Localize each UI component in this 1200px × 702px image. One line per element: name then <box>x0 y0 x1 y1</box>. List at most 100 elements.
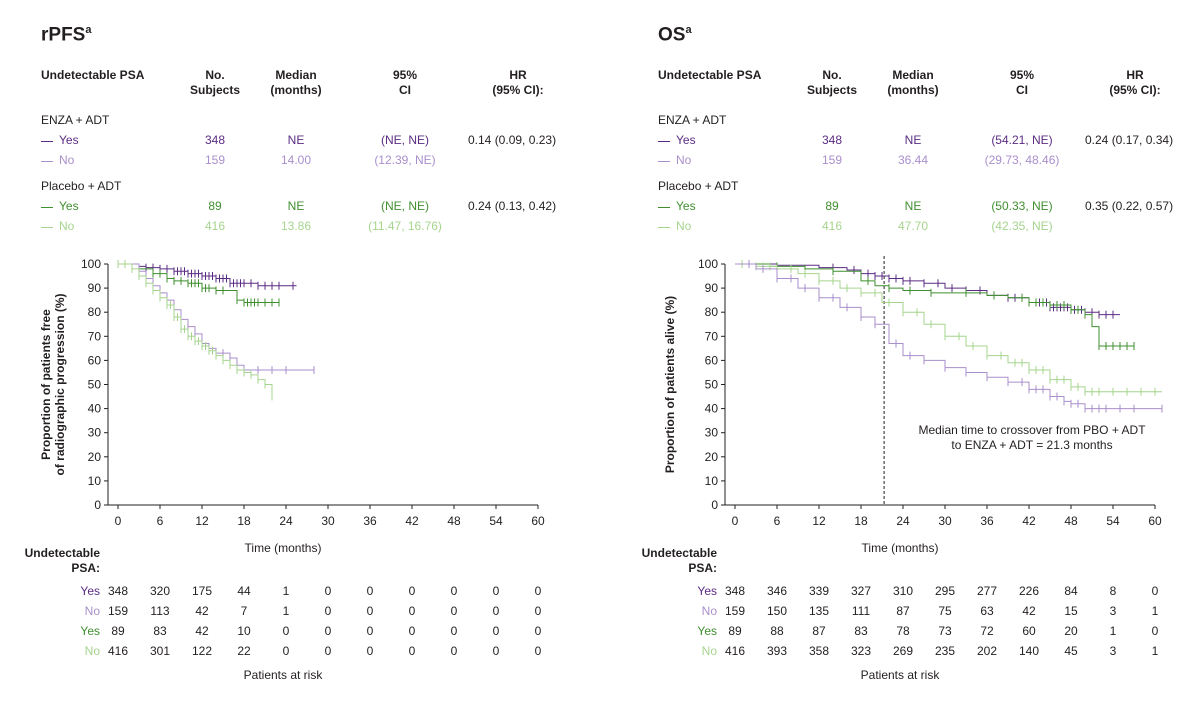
risk-value: 416 <box>724 644 746 658</box>
x-tick-label: 24 <box>896 514 910 528</box>
risk-value: 42 <box>195 604 209 618</box>
risk-value: 89 <box>728 624 742 638</box>
row-name: Yes <box>59 133 79 147</box>
risk-value: 45 <box>1064 644 1078 658</box>
panel-title-text: rPFS <box>41 24 86 46</box>
os-panel: OSa Undetectable PSA No. Subjects Median (mon… <box>617 0 1200 702</box>
risk-value: 348 <box>724 584 746 598</box>
risk-value: 277 <box>976 584 998 598</box>
crossover-annotation: Median time to crossover from PBO + ADT … <box>918 423 1146 452</box>
y-tick-label: 50 <box>88 378 102 392</box>
panel-title-superscript: a <box>685 24 692 36</box>
risk-row-name: Yes <box>80 624 100 638</box>
y-tick-label: 0 <box>711 498 718 512</box>
risk-value: 42 <box>1022 604 1036 618</box>
x-tick-label: 54 <box>1106 514 1120 528</box>
risk-value: 0 <box>492 604 500 618</box>
row-ci: (54.21, NE) <box>991 133 1053 147</box>
legend-line-swatch <box>41 141 53 142</box>
risk-value: 122 <box>191 644 213 658</box>
risk-value: 0 <box>408 644 416 658</box>
header-hr: HR (95% CI): <box>468 68 568 98</box>
rpfs-title: rPFSa <box>41 24 91 46</box>
risk-value: 10 <box>237 624 251 638</box>
risk-value: 159 <box>724 604 746 618</box>
risk-value: 159 <box>107 604 129 618</box>
y-tick-label: 80 <box>705 305 719 319</box>
y-tick-label: 40 <box>88 402 102 416</box>
risk-value: 0 <box>450 584 458 598</box>
y-axis-label: Proportion of patients freeof radiograph… <box>39 293 67 475</box>
legend-line-swatch <box>658 207 670 208</box>
risk-value: 0 <box>282 624 290 638</box>
y-tick-label: 70 <box>88 329 102 343</box>
risk-value: 310 <box>892 584 914 598</box>
risk-value: 20 <box>1064 624 1078 638</box>
y-tick-label: 10 <box>88 474 102 488</box>
x-tick-label: 60 <box>1148 514 1162 528</box>
x-tick-label: 12 <box>195 514 209 528</box>
risk-row-name: Yes <box>697 624 717 638</box>
risk-row-name: No <box>84 604 100 618</box>
header-line: Median <box>275 68 317 82</box>
row-hr: 0.35 (0.22, 0.57) <box>1085 199 1174 213</box>
risk-row-name: No <box>84 644 100 658</box>
y-tick-label: 0 <box>94 498 101 512</box>
risk-value: 0 <box>492 624 500 638</box>
risk-value: 0 <box>450 624 458 638</box>
risk-value: 0 <box>282 644 290 658</box>
row-hr: 0.24 (0.13, 0.42) <box>468 199 557 213</box>
risk-value: 87 <box>896 604 910 618</box>
risk-value: 73 <box>938 624 952 638</box>
risk-value: 83 <box>854 624 868 638</box>
row-median: NE <box>287 199 305 213</box>
risk-value: 1 <box>282 604 290 618</box>
y-tick-label: 50 <box>705 378 719 392</box>
y-tick-label: 20 <box>705 450 719 464</box>
header-ci: 95% CI <box>972 68 1072 98</box>
risk-value: 135 <box>808 604 830 618</box>
panel-title-text: OS <box>658 24 686 46</box>
legend-line-swatch <box>41 161 53 162</box>
risk-value: 0 <box>450 604 458 618</box>
risk-value: 150 <box>766 604 788 618</box>
x-tick-label: 18 <box>237 514 251 528</box>
legend-line-swatch <box>41 207 53 208</box>
y-tick-label: 40 <box>705 402 719 416</box>
y-axis-label: Proportion of patients alive (%) <box>663 296 677 473</box>
risk-value: 84 <box>1064 584 1078 598</box>
x-tick-label: 24 <box>279 514 293 528</box>
y-tick-label: 100 <box>81 257 101 271</box>
risk-value: 202 <box>976 644 998 658</box>
y-tick-label: 80 <box>88 305 102 319</box>
header-line: HR <box>1126 68 1144 82</box>
risk-row-name: No <box>701 644 717 658</box>
header-line: 95% <box>1009 68 1035 82</box>
header-line: HR <box>509 68 527 82</box>
risk-value: 63 <box>980 604 994 618</box>
x-tick-label: 0 <box>732 514 739 528</box>
risk-value: 3 <box>1109 604 1117 618</box>
x-tick-label: 6 <box>157 514 164 528</box>
x-tick-label: 60 <box>531 514 545 528</box>
y-tick-label: 70 <box>705 329 719 343</box>
x-tick-label: 48 <box>447 514 461 528</box>
risk-value: 113 <box>150 604 170 618</box>
risk-value: 320 <box>149 584 171 598</box>
series-line <box>735 263 1162 393</box>
x-tick-label: 12 <box>812 514 826 528</box>
header-undetectable-psa: Undetectable PSA <box>41 68 145 82</box>
risk-value: 42 <box>195 624 209 638</box>
header-ci: 95% CI <box>355 68 455 98</box>
legend-line-swatch <box>658 227 670 228</box>
risk-value: 327 <box>850 584 872 598</box>
y-tick-label: 90 <box>88 281 102 295</box>
risk-value: 0 <box>366 644 374 658</box>
risk-value: 0 <box>324 624 332 638</box>
risk-value: 0 <box>324 644 332 658</box>
row-median: 14.00 <box>280 153 312 167</box>
header-no-subjects: No. Subjects <box>804 68 860 98</box>
risk-value: 348 <box>107 584 129 598</box>
series-line <box>735 263 1134 347</box>
legend-line-swatch <box>41 227 53 228</box>
